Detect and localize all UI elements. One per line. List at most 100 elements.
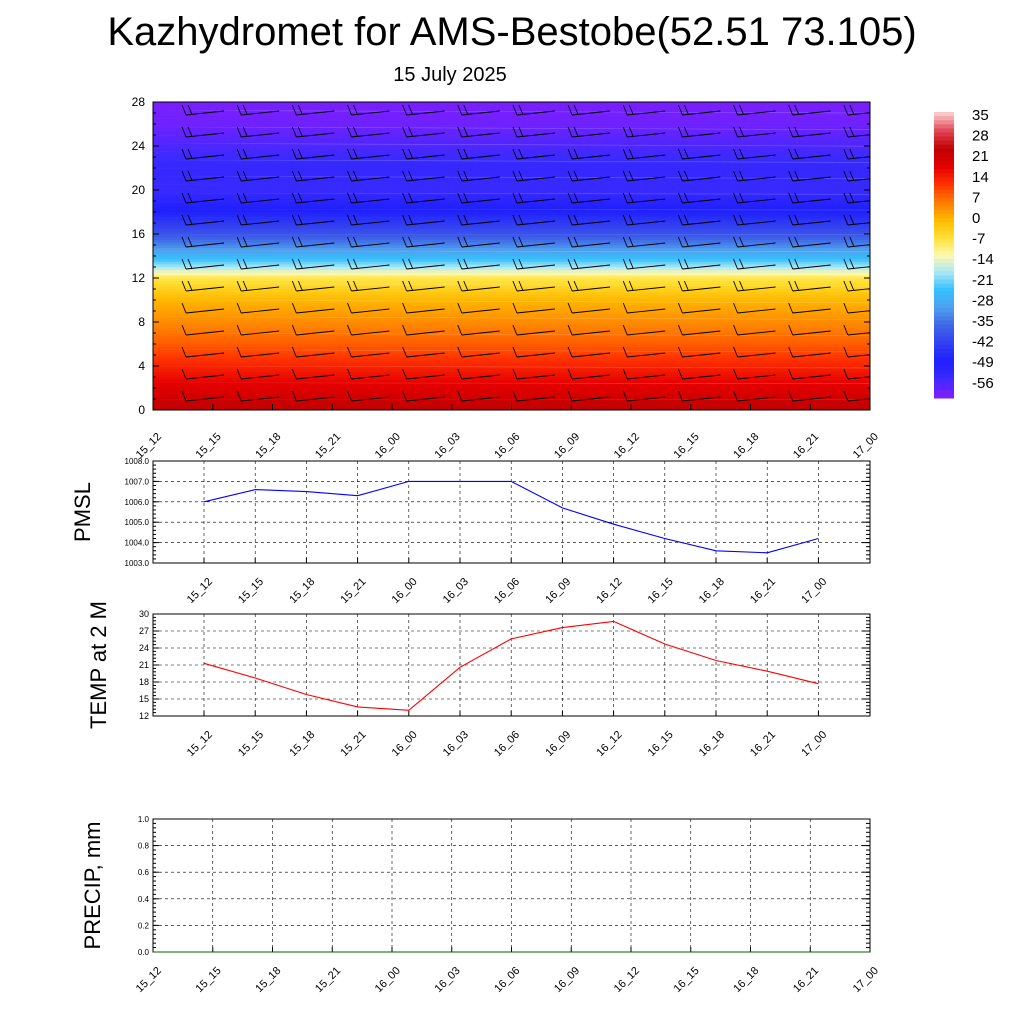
wind-barb-feather	[683, 126, 689, 137]
wind-barb-feather	[794, 258, 800, 269]
x-tick-label: 17_00	[851, 431, 881, 461]
wind-barb-feather	[181, 324, 187, 336]
x-tick-label: 15_18	[253, 431, 283, 461]
colorbar-segment	[934, 165, 954, 170]
wind-barb-feather	[518, 104, 524, 115]
wind-barb-feather	[181, 104, 187, 116]
isotherm-line	[153, 299, 870, 304]
wind-barb-feather	[628, 258, 634, 269]
colorbar-segment	[934, 353, 954, 358]
y-tick-label: 0.4	[138, 895, 150, 904]
x-tick-label: 16_18	[697, 729, 727, 759]
wind-barb-feather	[677, 324, 683, 336]
wind-barb-feather	[567, 368, 573, 380]
colorbar-segment	[934, 275, 954, 281]
temperature-band	[153, 335, 870, 339]
wind-barb	[296, 308, 335, 314]
wind-barb-feather	[518, 148, 524, 159]
wind-barb-feather	[187, 148, 193, 159]
x-tick-label: 17_00	[799, 576, 829, 606]
wind-barb-feather	[457, 104, 463, 116]
wind-barb-feather	[181, 302, 187, 314]
temperature-band	[153, 288, 870, 293]
wind-barb-feather	[457, 214, 463, 226]
colorbar-segment	[934, 226, 954, 231]
temperature-band	[153, 115, 870, 119]
y-tick-label: 1008.0	[125, 457, 150, 466]
wind-barb-feather	[628, 170, 634, 181]
wind-barb-feather	[677, 236, 683, 248]
wind-barb-feather	[518, 192, 524, 203]
wind-barb-feather	[457, 126, 463, 138]
wind-barb-feather	[849, 170, 855, 181]
wind-barb-feather	[683, 280, 689, 291]
isotherm-line	[153, 175, 870, 179]
wind-barb-feather	[291, 126, 297, 138]
wind-barb-feather	[457, 302, 463, 314]
colorbar-segment	[934, 357, 954, 362]
x-tick-label: 16_15	[672, 431, 702, 461]
x-tick-label: 15_15	[236, 729, 266, 759]
temperature-band	[153, 398, 870, 403]
wind-barb-feather	[567, 148, 573, 160]
colorbar-segment	[934, 169, 954, 174]
wind-barb-feather	[347, 214, 352, 226]
wind-barb-feather	[463, 170, 469, 181]
wind-barb	[627, 308, 666, 314]
colorbar-segment	[934, 116, 954, 121]
wind-barb-feather	[733, 170, 738, 182]
wind-barb-feather	[518, 236, 524, 247]
wind-barb-feather	[843, 280, 849, 292]
wind-barb-feather	[794, 126, 800, 137]
wind-barb-feather	[347, 148, 352, 160]
temperature-band	[153, 118, 870, 122]
y-tick-label: 24	[139, 643, 149, 653]
wind-barb-feather	[408, 170, 414, 181]
wind-barb-feather	[794, 236, 800, 247]
wind-barb-feather	[408, 214, 414, 225]
temperature-band	[153, 142, 870, 147]
wind-barb-feather	[347, 126, 352, 138]
wind-barb-feather	[739, 126, 744, 137]
y-tick-label: 16	[132, 227, 146, 241]
wind-barb-feather	[733, 258, 738, 270]
wind-barb-feather	[463, 236, 469, 247]
wind-barb-feather	[567, 302, 573, 314]
wind-barb-feather	[408, 236, 414, 247]
wind-barb-feather	[677, 368, 683, 380]
wind-barb-feather	[512, 302, 518, 314]
colorbar-segment	[934, 210, 954, 215]
wind-barb-feather	[677, 280, 683, 292]
wind-barb-feather	[683, 258, 689, 269]
wind-barb-feather	[683, 192, 689, 203]
wind-barb-feather	[788, 236, 794, 248]
wind-barb-feather	[788, 346, 794, 358]
colorbar-segment	[934, 173, 954, 178]
wind-barb-feather	[291, 324, 297, 336]
colorbar-label: 14	[972, 169, 989, 186]
wind-barb-feather	[843, 148, 849, 160]
wind-barb-feather	[297, 236, 303, 247]
isotherm-line	[153, 159, 870, 163]
series-line	[203, 620, 819, 711]
wind-barb-feather	[733, 324, 738, 336]
x-tick-label: 15_15	[194, 965, 224, 995]
wind-barb-feather	[849, 280, 855, 291]
wind-barb	[682, 330, 721, 336]
colorbar-label: -28	[972, 292, 994, 309]
temperature-band	[153, 167, 870, 172]
wind-barb	[847, 376, 870, 380]
colorbar-label: -49	[972, 354, 994, 371]
wind-barb-feather	[677, 390, 683, 402]
x-tick-label: 16_21	[748, 729, 778, 759]
wind-barb-feather	[733, 280, 738, 292]
wind-barb-feather	[347, 236, 352, 248]
temperature-band	[153, 222, 870, 227]
wind-barb-feather	[512, 346, 518, 358]
wind-barb-feather	[512, 368, 518, 380]
wind-barb-feather	[236, 236, 242, 248]
wind-barb-feather	[622, 324, 628, 336]
wind-barb-feather	[622, 258, 628, 270]
wind-barb-feather	[297, 104, 303, 115]
wind-barb-feather	[739, 170, 744, 181]
